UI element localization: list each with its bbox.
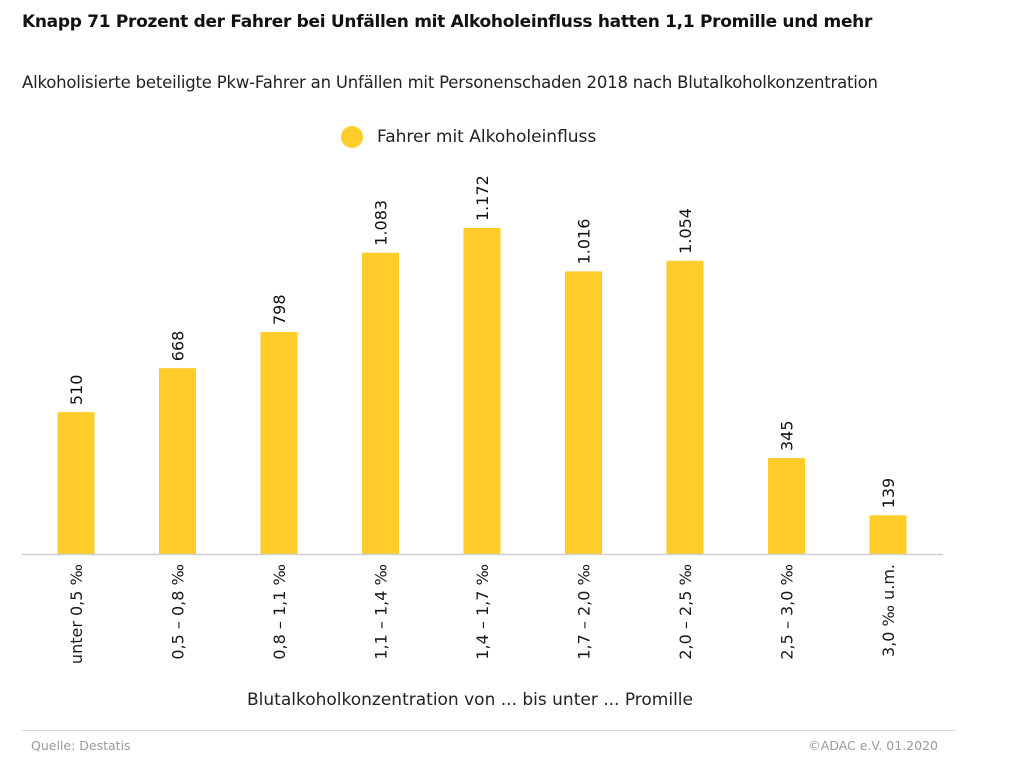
bar [768,458,805,554]
x-tick-label: 2,0 – 2,5 ‰ [676,564,695,660]
x-tick-label: 3,0 ‰ u.m. [879,564,898,657]
footer-divider [22,730,956,731]
bar [57,412,95,554]
x-axis-label-text: Blutalkoholkonzentration von ... bis unt… [247,690,693,710]
x-tick-label: 2,5 – 3,0 ‰ [778,564,797,660]
bar [666,260,704,554]
bar [869,515,907,554]
legend-label: Fahrer mit Alkoholeinfluss [377,127,597,147]
value-label: 1.016 [575,219,594,265]
value-label: 798 [270,294,289,325]
value-label: 668 [169,331,188,362]
value-label: 510 [67,375,86,406]
x-tick-label: unter 0,5 ‰ [67,564,86,664]
bar [463,228,501,554]
value-label: 1.172 [473,175,492,221]
bars-group [57,228,907,554]
bar-chart: 510 668 798 1.083 1.172 1.016 1.054 345 139 unte… [22,175,943,664]
tick-labels-group: unter 0,5 ‰ 0,5 – 0,8 ‰ 0,8 – 1,1 ‰ 1,1 – 1… [67,564,898,664]
x-tick-label: 0,8 – 1,1 ‰ [270,564,289,660]
bar [159,368,196,554]
value-label: 1.054 [676,208,695,254]
legend: Fahrer mit Alkoholeinfluss [341,126,596,148]
value-label: 139 [879,478,898,509]
x-tick-label: 1,7 – 2,0 ‰ [575,564,594,660]
x-axis-label: Blutalkoholkonzentration von ... bis unt… [0,690,940,710]
bar [362,252,399,554]
x-tick-label: 1,1 – 1,4 ‰ [372,564,391,660]
value-labels-group: 510 668 798 1.083 1.172 1.016 1.054 345 139 [67,175,898,508]
bar [260,332,298,554]
source-note: Quelle: Destatis [31,738,131,753]
chart-subtitle: Alkoholisierte beteiligte Pkw-Fahrer an … [22,73,878,92]
chart-title: Knapp 71 Prozent der Fahrer bei Unfällen… [22,12,873,32]
copyright-note: ©ADAC e.V. 01.2020 [808,738,938,753]
legend-marker-icon [341,126,363,148]
value-label: 1.083 [372,200,391,246]
bar [565,271,602,554]
x-tick-label: 0,5 – 0,8 ‰ [169,564,188,660]
value-label: 345 [778,420,797,451]
x-tick-label: 1,4 – 1,7 ‰ [473,564,492,660]
